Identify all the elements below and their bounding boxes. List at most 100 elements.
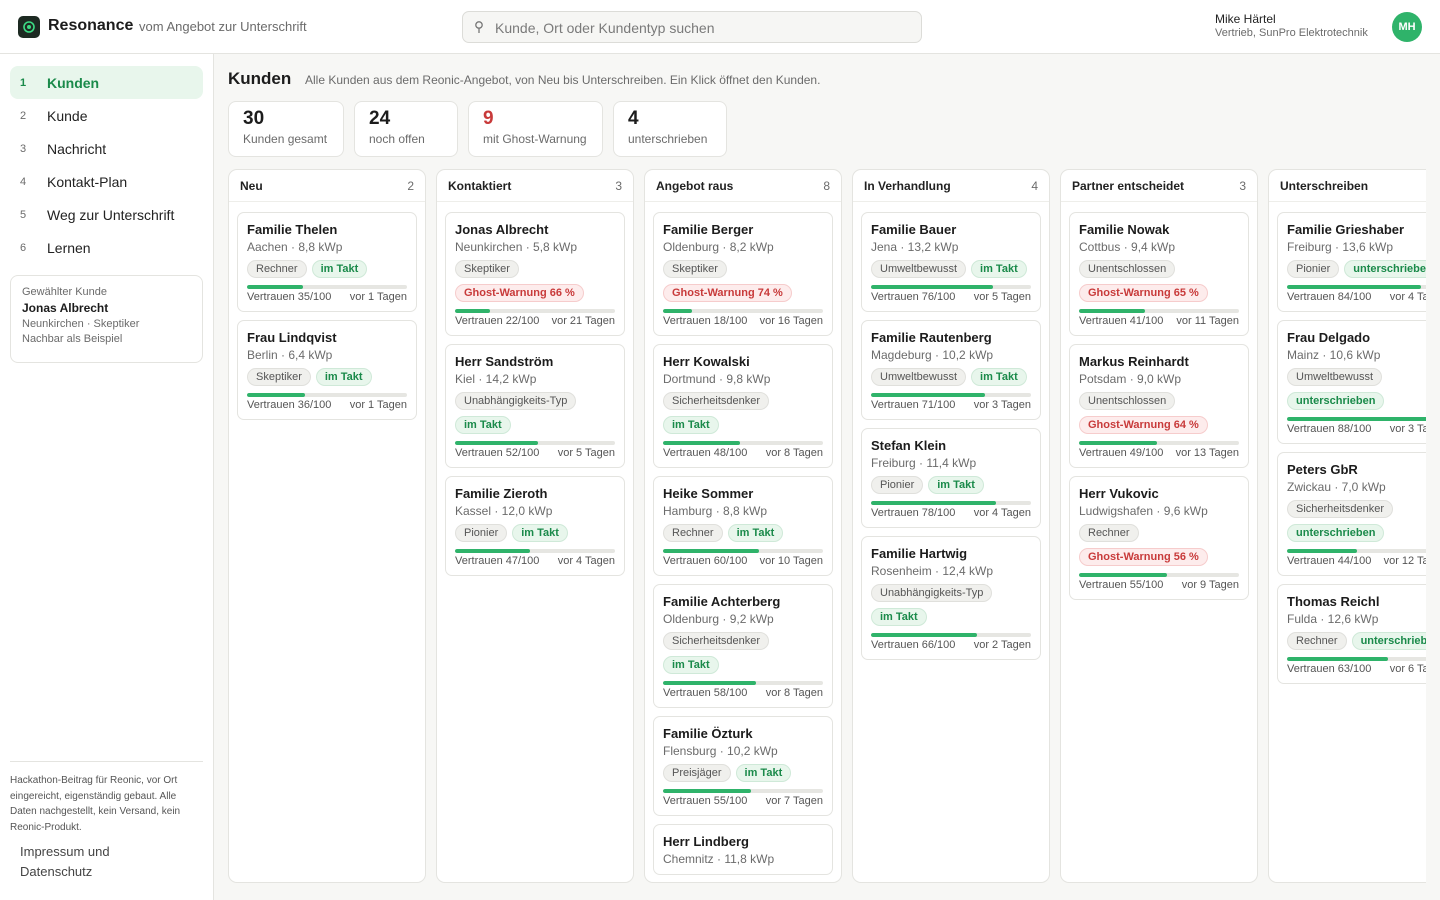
customer-card[interactable]: Frau Delgado Mainz · 10,6 kWp Umweltbewuss… bbox=[1277, 320, 1426, 444]
customer-card[interactable]: Peters GbR Zwickau · 7,0 kWp Sicherheitsde… bbox=[1277, 452, 1426, 576]
customer-card[interactable]: Herr Kowalski Dortmund · 9,8 kWp Sicherhei… bbox=[653, 344, 833, 468]
last-contact: vor 4 Tagen bbox=[1389, 291, 1426, 303]
customer-card[interactable]: Familie Zieroth Kassel · 12,0 kWp Pionier i… bbox=[445, 476, 625, 576]
column-title: Unterschreiben bbox=[1280, 178, 1369, 193]
sidebar-item-kunde[interactable]: 2 Kunde bbox=[10, 99, 203, 132]
customer-card[interactable]: Familie Rautenberg Magdeburg · 10,2 kWp Um… bbox=[861, 320, 1041, 420]
card-footer: Vertrauen 55/100 vor 7 Tagen bbox=[663, 795, 823, 807]
brand-name[interactable]: Resonance bbox=[48, 17, 134, 34]
brand-logo-icon[interactable] bbox=[18, 16, 40, 38]
trust-bar bbox=[455, 549, 615, 553]
last-contact: vor 4 Tagen bbox=[973, 507, 1031, 519]
column-title: In Verhandlung bbox=[864, 178, 951, 193]
customer-card[interactable]: Herr Lindberg Chemnitz · 11,8 kWp bbox=[653, 824, 833, 875]
card-footer: Vertrauen 76/100 vor 5 Tagen bbox=[871, 291, 1031, 303]
customer-type-tag: Unabhängigkeits-Typ bbox=[455, 392, 577, 410]
customer-meta: Berlin · 6,4 kWp bbox=[247, 348, 333, 362]
trust-label: Vertrauen 55/100 bbox=[663, 795, 748, 807]
customer-meta: Hamburg · 8,8 kWp bbox=[663, 504, 768, 518]
stat-value: 4 bbox=[628, 108, 639, 129]
signed-badge: unterschrieben bbox=[1287, 392, 1385, 410]
customer-card[interactable]: Familie Nowak Cottbus · 9,4 kWp Unentschlo… bbox=[1069, 212, 1249, 336]
sidebar-item-nachricht[interactable]: 3 Nachricht bbox=[10, 132, 203, 165]
customer-card[interactable]: Stefan Klein Freiburg · 11,4 kWp Pionier im… bbox=[861, 428, 1041, 528]
customer-card[interactable]: Herr Sandström Kiel · 14,2 kWp Unabhängigk… bbox=[445, 344, 625, 468]
column-cards: Familie Grieshaber Freiburg · 13,6 kWp Pio… bbox=[1269, 202, 1426, 684]
customer-meta: Flensburg · 10,2 kWp bbox=[663, 744, 778, 758]
card-footer: Vertrauen 18/100 vor 16 Tagen bbox=[663, 315, 823, 327]
sidebar-item-weg-zur-unterschrift[interactable]: 5 Weg zur Unterschrift bbox=[10, 198, 203, 231]
selected-heading: Gewählter Kunde bbox=[22, 286, 107, 298]
customer-type-tag: Sicherheitsdenker bbox=[1287, 500, 1394, 518]
customer-type-tag: Pionier bbox=[871, 476, 924, 494]
page-title: Kunden bbox=[228, 69, 292, 88]
nav-label: Nachricht bbox=[47, 140, 107, 157]
sidebar-item-lernen[interactable]: 6 Lernen bbox=[10, 231, 203, 264]
customer-name: Stefan Klein bbox=[871, 438, 947, 453]
customer-card[interactable]: Herr Vukovic Ludwigshafen · 9,6 kWp Rechne… bbox=[1069, 476, 1249, 600]
customer-card[interactable]: Familie Özturk Flensburg · 10,2 kWp Preisj… bbox=[653, 716, 833, 816]
search-box[interactable] bbox=[462, 11, 922, 43]
on-track-tag: im Takt bbox=[311, 260, 368, 278]
sidebar-item-kontakt-plan[interactable]: 4 Kontakt-Plan bbox=[10, 165, 203, 198]
nav-number: 1 bbox=[20, 76, 27, 89]
last-contact: vor 9 Tagen bbox=[1181, 579, 1239, 591]
tag-row: Umweltbewusst im Takt bbox=[871, 368, 1031, 386]
customer-meta: Aachen · 8,8 kWp bbox=[247, 240, 343, 254]
customer-card[interactable]: Familie Grieshaber Freiburg · 13,6 kWp Pio… bbox=[1277, 212, 1426, 312]
tag-row: Sicherheitsdenker bbox=[663, 632, 823, 650]
on-track-tag: im Takt bbox=[315, 368, 372, 386]
tag-row: Unabhängigkeits-Typ bbox=[455, 392, 615, 410]
nav-number: 5 bbox=[20, 208, 27, 221]
customer-card[interactable]: Familie Thelen Aachen · 8,8 kWp Rechner im … bbox=[237, 212, 417, 312]
customer-meta: Dortmund · 9,8 kWp bbox=[663, 372, 771, 386]
trust-label: Vertrauen 18/100 bbox=[663, 315, 748, 327]
last-contact: vor 2 Tagen bbox=[973, 639, 1031, 651]
customer-type-tag: Umweltbewusst bbox=[871, 260, 967, 278]
customer-card[interactable]: Frau Lindqvist Berlin · 6,4 kWp Skeptiker i… bbox=[237, 320, 417, 420]
customer-card[interactable]: Markus Reinhardt Potsdam · 9,0 kWp Unentsc… bbox=[1069, 344, 1249, 468]
customer-meta: Ludwigshafen · 9,6 kWp bbox=[1079, 504, 1208, 518]
trust-label: Vertrauen 44/100 bbox=[1287, 555, 1372, 567]
column-cards: Familie Nowak Cottbus · 9,4 kWp Unentschlo… bbox=[1061, 202, 1257, 600]
customer-type-tag: Umweltbewusst bbox=[871, 368, 967, 386]
customer-card[interactable]: Familie Achterberg Oldenburg · 9,2 kWp Sic… bbox=[653, 584, 833, 708]
selected-meta: Neunkirchen · Skeptiker bbox=[22, 318, 140, 330]
last-contact: vor 3 Tagen bbox=[973, 399, 1031, 411]
trust-bar bbox=[1287, 549, 1426, 553]
customer-card[interactable]: Familie Hartwig Rosenheim · 12,4 kWp Unabh… bbox=[861, 536, 1041, 660]
trust-bar bbox=[1287, 417, 1426, 421]
trust-bar bbox=[247, 393, 407, 397]
customer-card[interactable]: Heike Sommer Hamburg · 8,8 kWp Rechner im T… bbox=[653, 476, 833, 576]
selected-customer-box[interactable]: Gewählter Kunde Jonas Albrecht Neunkirch… bbox=[10, 275, 203, 363]
legal-link[interactable]: Impressum und Datenschutz bbox=[20, 844, 110, 879]
trust-label: Vertrauen 47/100 bbox=[455, 555, 540, 567]
user-name: Mike Härtel bbox=[1215, 12, 1276, 26]
stat-label: noch offen bbox=[369, 132, 425, 146]
trust-bar-fill bbox=[455, 441, 539, 445]
stat-ghost-warning[interactable]: 9 mit Ghost-Warnung bbox=[468, 101, 603, 157]
customer-card[interactable]: Familie Bauer Jena · 13,2 kWp Umweltbewuss… bbox=[861, 212, 1041, 312]
customer-card[interactable]: Jonas Albrecht Neunkirchen · 5,8 kWp Skept… bbox=[445, 212, 625, 336]
nav-label: Kunde bbox=[47, 107, 88, 124]
card-footer: Vertrauen 78/100 vor 4 Tagen bbox=[871, 507, 1031, 519]
nav-label: Kontakt-Plan bbox=[47, 173, 128, 190]
customer-card[interactable]: Familie Berger Oldenburg · 8,2 kWp Skeptik… bbox=[653, 212, 833, 336]
customer-meta: Kassel · 12,0 kWp bbox=[455, 504, 553, 518]
avatar[interactable]: MH bbox=[1392, 12, 1422, 42]
tag-row: Umweltbewusst im Takt bbox=[871, 260, 1031, 278]
column-title: Partner entscheidet bbox=[1072, 178, 1185, 193]
trust-bar bbox=[871, 393, 1031, 397]
customer-meta: Mainz · 10,6 kWp bbox=[1287, 348, 1381, 362]
trust-bar bbox=[871, 285, 1031, 289]
last-contact: vor 21 Tagen bbox=[551, 315, 615, 327]
customer-name: Frau Lindqvist bbox=[247, 330, 337, 345]
sidebar-item-kunden[interactable]: 1 Kunden bbox=[10, 66, 203, 99]
search-input[interactable] bbox=[495, 18, 905, 38]
tag-row: Ghost-Warnung 64 % bbox=[1079, 416, 1239, 434]
stat-signed[interactable]: 4 unterschrieben bbox=[613, 101, 727, 157]
customer-card[interactable]: Thomas Reichl Fulda · 12,6 kWp Rechner unte… bbox=[1277, 584, 1426, 684]
stat-total[interactable]: 30 Kunden gesamt bbox=[228, 101, 344, 157]
stat-open[interactable]: 24 noch offen bbox=[354, 101, 458, 157]
column-count: 4 bbox=[1031, 178, 1038, 193]
